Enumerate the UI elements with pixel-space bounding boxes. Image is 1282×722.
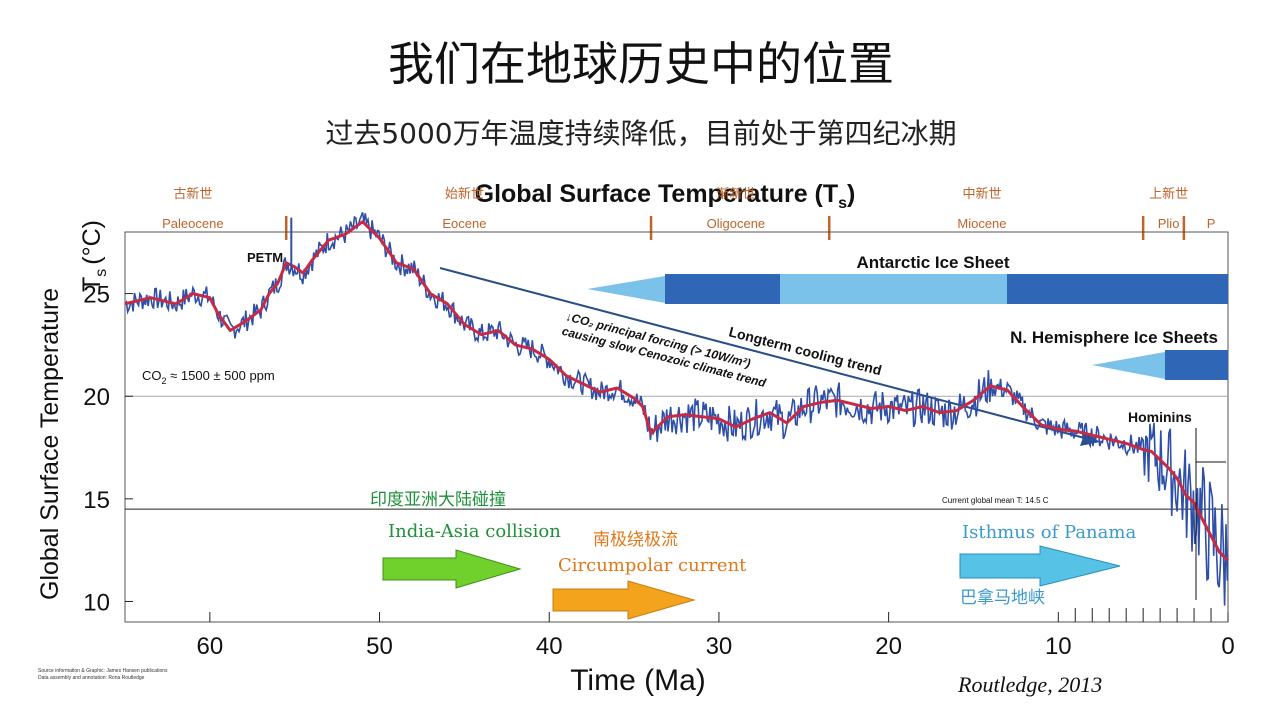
x-tick-label-20: 20	[875, 633, 902, 660]
current-mean-label: Current global mean T: 14.5 C	[942, 496, 1049, 505]
source-citation: Routledge, 2013	[958, 672, 1103, 697]
raw-temperature-line	[124, 212, 1229, 606]
epoch-zh-label-1: 始新世	[445, 186, 484, 202]
epoch-zh-label-4: 上新世	[1149, 186, 1188, 202]
petm-label: PETM	[247, 250, 283, 265]
chart-title: Global Surface Temperature (Ts)	[475, 180, 856, 212]
epoch-zh-label-2: 渐新世	[716, 186, 755, 202]
nh-ice-label: N. Hemisphere Ice Sheets	[1010, 328, 1218, 347]
y-tick-label-15: 15	[83, 487, 110, 514]
circ-zh-label: 南极绕极流	[593, 530, 678, 550]
x-axis-label: Time (Ma)	[570, 664, 706, 697]
circ-en-label: Circumpolar current	[558, 555, 747, 576]
x-axis: 60 50 40 30 20 10 0	[196, 608, 1235, 660]
slide-title: 我们在地球历史中的位置	[388, 37, 894, 91]
hominins-label: Hominins	[1128, 409, 1192, 425]
india-zh-label: 印度亚洲大陆碰撞	[370, 490, 506, 510]
panama-arrow	[959, 545, 1121, 587]
co2-level-label: CO2 ≈ 1500 ± 500 ppm	[142, 368, 275, 386]
epoch-zh-label-0: 古新世	[173, 186, 212, 202]
antarctic-label: Antarctic Ice Sheet	[856, 253, 1009, 272]
y-tick-label-25: 25	[83, 282, 110, 309]
x-tick-label-30: 30	[706, 633, 733, 660]
antarctic-arrow-tip	[587, 276, 665, 303]
circumpolar-current: 南极绕极流 Circumpolar current	[552, 530, 747, 620]
reference-lines: Current global mean T: 14.5 C	[125, 395, 1228, 510]
india-arrow	[382, 549, 522, 589]
antarctic-ice-sheet-bar: Antarctic Ice Sheet	[587, 253, 1228, 304]
nh-ice-sheet-bar: N. Hemisphere Ice Sheets	[1010, 328, 1228, 380]
epoch-label-5: P	[1207, 216, 1216, 231]
epoch-label-1: Eocene	[442, 216, 486, 231]
y-tick-label-10: 10	[83, 589, 110, 616]
x-tick-label-60: 60	[196, 633, 223, 660]
x-tick-label-50: 50	[366, 633, 393, 660]
nh-arrow-tip	[1092, 352, 1165, 379]
data-credit: Source information & Graphic: James Hans…	[38, 668, 168, 681]
epoch-label-4: Plio	[1158, 216, 1180, 231]
epoch-label-0: Paleocene	[162, 216, 223, 231]
epoch-label-3: Miocene	[957, 216, 1006, 231]
panama-en-label: Isthmus of Panama	[962, 522, 1136, 543]
x-tick-label-0: 0	[1221, 633, 1234, 660]
india-en-label: India-Asia collision	[388, 521, 561, 542]
x-tick-label-40: 40	[536, 633, 563, 660]
epoch-zh-label-3: 中新世	[962, 186, 1001, 202]
co2-forcing-note: ↓CO₂ principal forcing (> 10W/m²) causin…	[560, 309, 768, 390]
india-asia-collision: 印度亚洲大陆碰撞 India-Asia collision	[370, 490, 561, 589]
y-axis-unit: Ts(°C)	[78, 220, 110, 292]
isthmus-of-panama: Isthmus of Panama 巴拿马地峡	[959, 522, 1136, 608]
y-tick-label-20: 20	[83, 384, 110, 411]
smoothed-temperature-line	[124, 220, 1230, 562]
slide-subtitle: 过去5000万年温度持续降低，目前处于第四纪冰期	[325, 117, 957, 150]
plot-frame	[124, 231, 1229, 623]
epoch-label-2: Oligocene	[707, 216, 766, 231]
panama-zh-label: 巴拿马地峡	[960, 587, 1045, 608]
y-axis: 10 15 20 25	[83, 282, 133, 616]
x-tick-label-10: 10	[1045, 633, 1072, 660]
circ-arrow	[552, 580, 696, 620]
temperature-series	[124, 212, 1230, 606]
y-axis-label: Global Surface Temperature	[36, 288, 64, 600]
